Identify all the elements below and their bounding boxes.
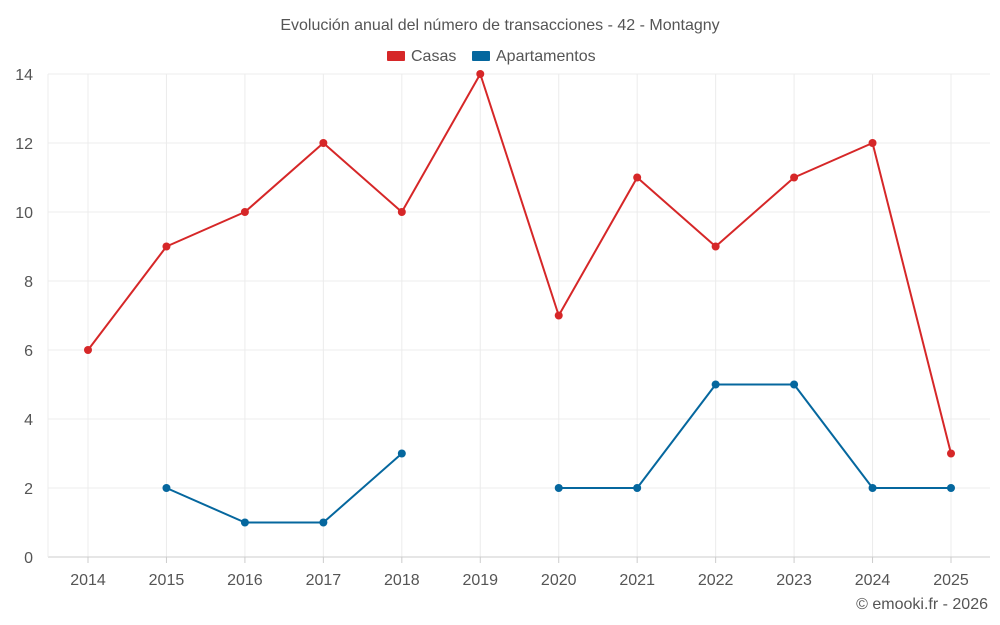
x-tick-label: 2018	[384, 572, 420, 589]
data-point-apartamentos[interactable]	[790, 380, 799, 389]
data-point-casas[interactable]	[868, 139, 877, 147]
y-tick-label: 6	[24, 343, 33, 360]
credit-text: © emooki.fr - 2026	[856, 596, 988, 613]
data-point-casas[interactable]	[397, 208, 406, 216]
data-point-casas[interactable]	[476, 70, 485, 78]
y-tick-label: 8	[24, 274, 33, 291]
data-point-casas[interactable]	[319, 139, 328, 147]
legend-swatch-apartamentos	[472, 51, 490, 61]
legend-item-casas[interactable]: Casas	[387, 48, 456, 65]
data-point-apartamentos[interactable]	[868, 484, 877, 492]
y-tick-label: 10	[15, 205, 33, 222]
legend-label-casas: Casas	[411, 48, 456, 65]
x-tick-label: 2017	[306, 572, 342, 589]
data-point-apartamentos[interactable]	[947, 484, 955, 492]
data-point-apartamentos[interactable]	[319, 518, 328, 527]
data-point-apartamentos[interactable]	[554, 484, 563, 492]
x-tick-label: 2022	[698, 572, 734, 589]
y-tick-label: 12	[15, 136, 33, 153]
data-point-casas[interactable]	[554, 311, 563, 320]
x-tick-label: 2023	[776, 572, 812, 589]
data-point-casas[interactable]	[162, 242, 171, 251]
data-point-casas[interactable]	[790, 173, 799, 182]
data-point-casas[interactable]	[711, 242, 720, 251]
series-line-casas	[87, 73, 952, 455]
x-tick-labels: 2014 2015 2016 2017 2018 2019 2020 2021 2022 2023…	[70, 572, 969, 589]
series-casas	[84, 70, 955, 458]
legend[interactable]: Casas Apartamentos	[387, 48, 596, 65]
x-tick-label: 2025	[933, 572, 969, 589]
x-tick-label: 2024	[855, 572, 891, 589]
data-point-apartamentos[interactable]	[397, 449, 406, 458]
x-tick-label: 2015	[149, 572, 185, 589]
y-tick-label: 4	[24, 412, 33, 429]
data-point-apartamentos[interactable]	[240, 518, 249, 527]
x-tick-label: 2014	[70, 572, 106, 589]
y-tick-label: 0	[24, 550, 33, 567]
series-apartamentos	[162, 380, 955, 527]
legend-label-apartamentos: Apartamentos	[496, 48, 596, 65]
y-tick-label: 2	[24, 481, 33, 498]
y-tick-labels: 0 2 4 6 8 10 12 14	[15, 67, 33, 567]
chart-title: Evolución anual del número de transaccio…	[280, 17, 719, 34]
x-tick-label: 2020	[541, 572, 577, 589]
x-tick-label: 2016	[227, 572, 263, 589]
grid	[48, 73, 990, 557]
data-point-apartamentos[interactable]	[162, 484, 171, 492]
axes	[47, 74, 990, 563]
legend-swatch-casas	[387, 51, 405, 61]
legend-item-apartamentos[interactable]: Apartamentos	[472, 48, 596, 65]
series-line-apartamentos	[557, 383, 952, 489]
y-tick-label: 14	[15, 67, 33, 84]
x-tick-label: 2021	[619, 572, 655, 589]
series-layer	[84, 70, 955, 527]
data-point-casas[interactable]	[240, 208, 249, 216]
data-point-apartamentos[interactable]	[633, 484, 642, 492]
x-tick-label: 2019	[462, 572, 498, 589]
data-point-casas[interactable]	[947, 449, 955, 458]
series-line-apartamentos	[165, 452, 403, 524]
data-point-casas[interactable]	[84, 346, 92, 354]
data-point-casas[interactable]	[633, 173, 642, 182]
data-point-apartamentos[interactable]	[711, 380, 720, 389]
